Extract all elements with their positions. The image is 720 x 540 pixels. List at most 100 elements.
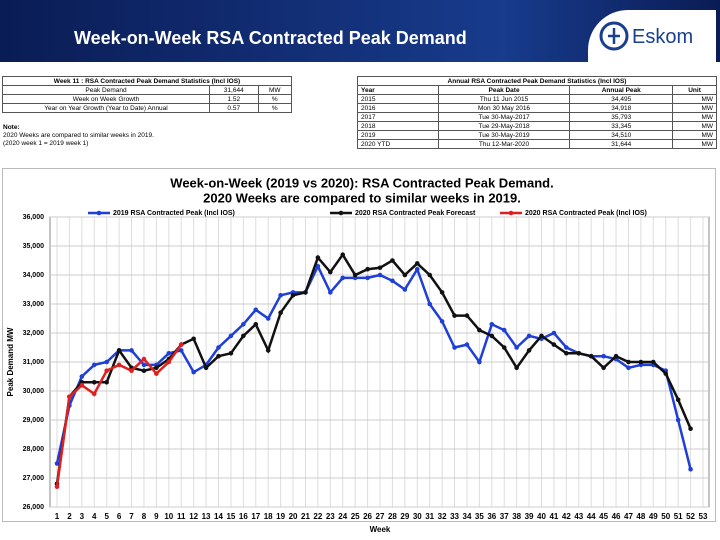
chart-frame bbox=[2, 168, 716, 522]
point bbox=[79, 374, 85, 379]
point bbox=[79, 382, 85, 388]
point bbox=[414, 266, 420, 272]
point bbox=[116, 348, 122, 353]
y-tick-label: 31,000 bbox=[23, 359, 45, 366]
point bbox=[315, 255, 321, 260]
x-tick-label: 47 bbox=[624, 512, 633, 521]
point bbox=[626, 359, 631, 365]
table-cell: Thu 12-Mar-2020 bbox=[437, 139, 571, 149]
point bbox=[241, 333, 246, 339]
x-tick-label: 23 bbox=[326, 512, 335, 521]
x-tick-label: 46 bbox=[612, 512, 621, 521]
point bbox=[402, 287, 408, 292]
point bbox=[576, 351, 582, 356]
x-tick-label: 3 bbox=[80, 512, 85, 521]
x-tick-label: 49 bbox=[649, 512, 658, 521]
point bbox=[551, 342, 557, 347]
x-tick-label: 41 bbox=[549, 512, 558, 521]
note-line: (2020 week 1 = 2019 week 1) bbox=[3, 140, 89, 147]
point bbox=[203, 365, 209, 371]
x-tick-label: 35 bbox=[475, 512, 484, 521]
point bbox=[464, 342, 470, 347]
point bbox=[228, 333, 234, 339]
point bbox=[539, 333, 544, 339]
x-tick-label: 51 bbox=[674, 512, 683, 521]
point bbox=[390, 278, 395, 284]
point bbox=[253, 307, 259, 313]
legend-marker bbox=[508, 210, 514, 216]
point bbox=[514, 345, 519, 350]
point bbox=[365, 266, 370, 272]
x-tick-label: 7 bbox=[129, 512, 134, 521]
point bbox=[191, 336, 196, 342]
point bbox=[365, 275, 370, 281]
logo: Eskom bbox=[588, 10, 716, 62]
point bbox=[141, 368, 147, 374]
point bbox=[216, 353, 221, 359]
x-tick-label: 26 bbox=[363, 512, 372, 521]
x-tick-label: 32 bbox=[438, 512, 447, 521]
note-line: 2020 Weeks are compared to similar weeks… bbox=[3, 132, 154, 139]
x-tick-label: 17 bbox=[251, 512, 260, 521]
point bbox=[141, 356, 147, 362]
point bbox=[688, 426, 693, 432]
point bbox=[290, 293, 296, 298]
point bbox=[588, 353, 594, 359]
table-row: 2020 YTD Thu 12-Mar-2020 31,644 MW bbox=[357, 139, 717, 149]
legend-marker bbox=[338, 210, 344, 216]
point bbox=[390, 258, 395, 263]
x-tick-label: 52 bbox=[686, 512, 695, 521]
table-cell: Year on Year Growth (Year to Date) Annua… bbox=[2, 103, 210, 113]
point bbox=[178, 348, 184, 353]
point bbox=[501, 345, 507, 350]
point bbox=[191, 369, 196, 375]
x-tick-label: 30 bbox=[413, 512, 422, 521]
point bbox=[116, 362, 122, 368]
x-tick-label: 36 bbox=[487, 512, 496, 521]
slide-title: Week-on-Week RSA Contracted Peak Demand bbox=[74, 28, 467, 48]
y-tick-label: 30,000 bbox=[23, 388, 45, 395]
x-tick-label: 15 bbox=[226, 512, 235, 521]
point bbox=[104, 380, 109, 385]
x-tick-label: 12 bbox=[189, 512, 198, 521]
table-cell: % bbox=[257, 103, 292, 113]
point bbox=[489, 322, 495, 327]
y-tick-label: 36,000 bbox=[23, 214, 45, 221]
point bbox=[688, 467, 693, 472]
x-tick-label: 28 bbox=[388, 512, 397, 521]
x-tick-label: 53 bbox=[699, 512, 708, 521]
point bbox=[477, 359, 482, 365]
legend-marker bbox=[96, 210, 102, 216]
x-tick-label: 34 bbox=[463, 512, 472, 521]
y-tick-label: 28,000 bbox=[23, 446, 45, 453]
annual-table: Annual RSA Contracted Peak Demand Statis… bbox=[357, 76, 717, 149]
point bbox=[377, 265, 383, 271]
week-table: Week 11 : RSA Contracted Peak Demand Sta… bbox=[2, 76, 292, 113]
logo-icon bbox=[599, 21, 629, 51]
x-tick-label: 33 bbox=[450, 512, 459, 521]
x-tick-label: 10 bbox=[164, 512, 173, 521]
point bbox=[613, 353, 619, 359]
point bbox=[414, 261, 420, 266]
y-axis-label: Peak Demand MW bbox=[6, 327, 15, 396]
x-tick-label: 43 bbox=[574, 512, 583, 521]
x-tick-label: 4 bbox=[92, 512, 97, 521]
point bbox=[166, 359, 172, 365]
x-tick-label: 20 bbox=[289, 512, 298, 521]
point bbox=[452, 345, 457, 350]
point bbox=[129, 368, 134, 374]
point bbox=[601, 353, 606, 359]
x-tick-label: 38 bbox=[512, 512, 521, 521]
point bbox=[104, 359, 109, 365]
point bbox=[129, 348, 134, 353]
point bbox=[526, 333, 532, 339]
x-tick-label: 48 bbox=[636, 512, 645, 521]
legend-label: 2020 RSA Contracted Peak (Incl IOS) bbox=[525, 210, 647, 217]
x-axis-label: Week bbox=[370, 525, 391, 534]
point bbox=[663, 371, 669, 376]
point bbox=[104, 368, 109, 374]
x-tick-label: 13 bbox=[202, 512, 211, 521]
point bbox=[328, 269, 333, 275]
point bbox=[91, 391, 97, 397]
x-tick-label: 21 bbox=[301, 512, 310, 521]
